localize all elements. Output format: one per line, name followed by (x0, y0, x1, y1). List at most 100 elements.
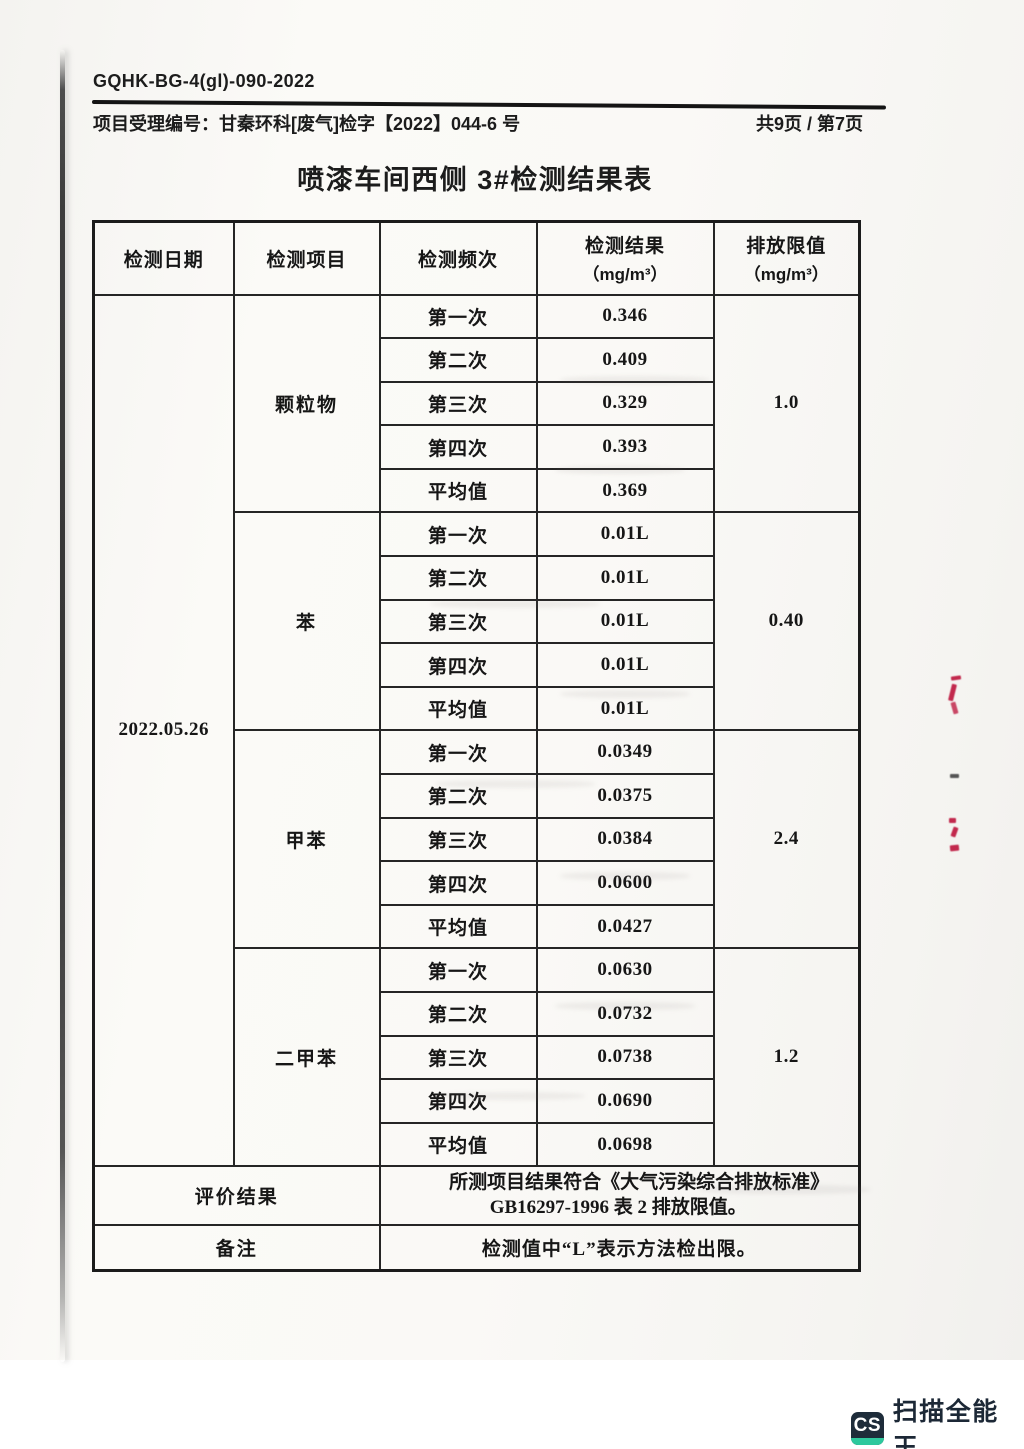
red-ink-mark (949, 818, 956, 823)
camscanner-icon-teal-strip (851, 1437, 884, 1445)
document-meta-row: 项目受理编号：甘秦环科[废气]检字【2022】044-6 号 共9页 / 第7页 (93, 110, 863, 136)
project-number-label: 项目受理编号： (93, 114, 219, 134)
freq-cell: 第三次 (378, 1034, 538, 1081)
freq-cell: 平均值 (378, 903, 538, 950)
evaluation-row: 评价结果 所测项目结果符合《大气污染综合排放标准》 GB16297-1996 表… (92, 1165, 861, 1226)
bleed-through-smudge (700, 1185, 870, 1194)
camscanner-logo: CS 扫描全能王 (851, 1392, 1024, 1449)
gray-ink-mark (950, 774, 959, 778)
result-cell: 0.369 (535, 467, 715, 514)
freq-cell: 第二次 (378, 773, 538, 819)
freq-cell: 第一次 (378, 293, 538, 340)
table-row: 第三次 0.0384 (94, 816, 860, 863)
item-cell-xylene: 二甲苯 (232, 947, 381, 1168)
col-header-date: 检测日期 (92, 220, 235, 296)
result-cell: 0.329 (535, 380, 715, 427)
bleed-through-smudge (430, 600, 600, 608)
freq-cell: 平均值 (378, 467, 538, 514)
table-row: 二甲苯 第一次 0.0630 1.2 (94, 947, 861, 1168)
table-header-row: 检测日期 检测项目 检测频次 检测结果 （mg/m³） 排放限值 （mg/m³） (92, 220, 861, 296)
remark-text: 检测值中“L”表示方法检出限。 (378, 1223, 861, 1272)
red-ink-mark (949, 844, 960, 852)
result-cell: 0.409 (535, 337, 715, 383)
table-row: 平均值 0.01L (94, 685, 860, 732)
camscanner-icon: CS (851, 1411, 884, 1445)
bleed-through-smudge (560, 690, 690, 698)
freq-cell: 第一次 (378, 947, 538, 993)
freq-cell: 第二次 (378, 555, 538, 601)
project-number: 项目受理编号：甘秦环科[废气]检字【2022】044-6 号 (93, 110, 520, 136)
limit-cell-particulate: 1.0 (712, 293, 861, 514)
col-header-limit-unit: （mg/m³） (743, 265, 829, 285)
document-code: GQHK-BG-4(gl)-090-2022 (93, 71, 315, 91)
result-cell: 0.01L (535, 642, 715, 688)
result-cell: 0.346 (535, 293, 715, 340)
page-left-edge-shadow (60, 50, 65, 1362)
col-header-result-unit: （mg/m³） (582, 265, 668, 285)
camscanner-initials: CS (853, 1414, 882, 1436)
limit-cell-benzene: 0.40 (712, 511, 861, 732)
result-cell: 0.0690 (535, 1078, 715, 1124)
table-row: 平均值 0.0698 (94, 1121, 860, 1168)
table-row: 第四次 0.01L (94, 642, 860, 688)
freq-cell: 第四次 (378, 860, 538, 906)
result-cell: 0.01L (535, 685, 715, 732)
item-cell-benzene: 苯 (232, 511, 381, 732)
freq-cell: 第四次 (378, 642, 538, 688)
freq-cell: 第二次 (378, 991, 538, 1037)
table-row: 第二次 0.0732 (94, 991, 860, 1037)
table-row: 第三次 0.0738 (94, 1034, 860, 1081)
item-cell-particulate: 颗粒物 (232, 293, 381, 514)
col-header-result: 检测结果 （mg/m³） (535, 220, 715, 296)
freq-cell: 第三次 (378, 380, 538, 427)
col-header-limit-title: 排放限值 (746, 236, 827, 258)
col-header-freq: 检测频次 (378, 220, 538, 296)
result-cell: 0.393 (535, 424, 715, 470)
document-title: 喷漆车间西侧 3#检测结果表 (297, 165, 653, 195)
evaluation-line1: 所测项目结果符合《大气污染综合排放标准》 (449, 1172, 830, 1194)
table-row: 第三次 0.01L (94, 598, 860, 645)
results-table: 检测日期 检测项目 检测频次 检测结果 （mg/m³） 排放限值 （mg/m³）… (92, 220, 861, 1273)
result-cell: 0.0349 (535, 729, 715, 776)
table-row: 第二次 0.01L (94, 555, 860, 601)
bleed-through-smudge (435, 1092, 585, 1100)
freq-cell: 第二次 (378, 337, 538, 383)
bleed-through-smudge (555, 466, 685, 474)
table-row: 第四次 0.393 (94, 424, 860, 470)
table-row: 第四次 0.0690 (94, 1078, 860, 1124)
table-row: 第二次 0.0375 (94, 773, 860, 819)
item-cell-toluene: 甲苯 (232, 729, 381, 950)
freq-cell: 第一次 (378, 729, 538, 776)
result-cell: 0.0630 (535, 947, 715, 993)
result-cell: 0.01L (535, 598, 715, 645)
freq-cell: 平均值 (378, 685, 538, 732)
result-cell: 0.0600 (535, 860, 715, 906)
limit-cell-xylene: 1.2 (712, 947, 861, 1168)
result-cell: 0.0384 (535, 816, 715, 863)
evaluation-label: 评价结果 (92, 1165, 381, 1226)
remark-label: 备注 (92, 1223, 381, 1272)
table-row: 平均值 0.0427 (94, 903, 860, 950)
evaluation-text: 所测项目结果符合《大气污染综合排放标准》 GB16297-1996 表 2 排放… (378, 1165, 861, 1226)
freq-cell: 第三次 (378, 598, 538, 645)
result-cell: 0.01L (535, 555, 715, 601)
col-header-result-title: 检测结果 (584, 236, 665, 258)
freq-cell: 第四次 (378, 1078, 538, 1124)
page-indicator: 共9页 / 第7页 (755, 114, 863, 134)
table-row: 苯 第一次 0.01L 0.40 (94, 511, 861, 732)
camscanner-wordmark: 扫描全能王 (892, 1398, 999, 1449)
freq-cell: 第一次 (378, 511, 538, 558)
date-cell: 2022.05.26 (92, 293, 235, 1168)
table-row: 甲苯 第一次 0.0349 2.4 (94, 729, 861, 950)
bleed-through-smudge (560, 872, 690, 880)
freq-cell: 平均值 (378, 1121, 538, 1168)
evaluation-line2: GB16297-1996 表 2 排放限值。 (489, 1197, 747, 1219)
result-cell: 0.0738 (535, 1034, 715, 1081)
table-row: 平均值 0.369 (94, 467, 860, 514)
result-cell: 0.01L (535, 511, 715, 558)
result-cell: 0.0698 (535, 1121, 715, 1168)
col-header-limit: 排放限值 （mg/m³） (712, 220, 861, 296)
result-cell: 0.0732 (535, 991, 715, 1037)
table-row: 第四次 0.0600 (94, 860, 860, 906)
